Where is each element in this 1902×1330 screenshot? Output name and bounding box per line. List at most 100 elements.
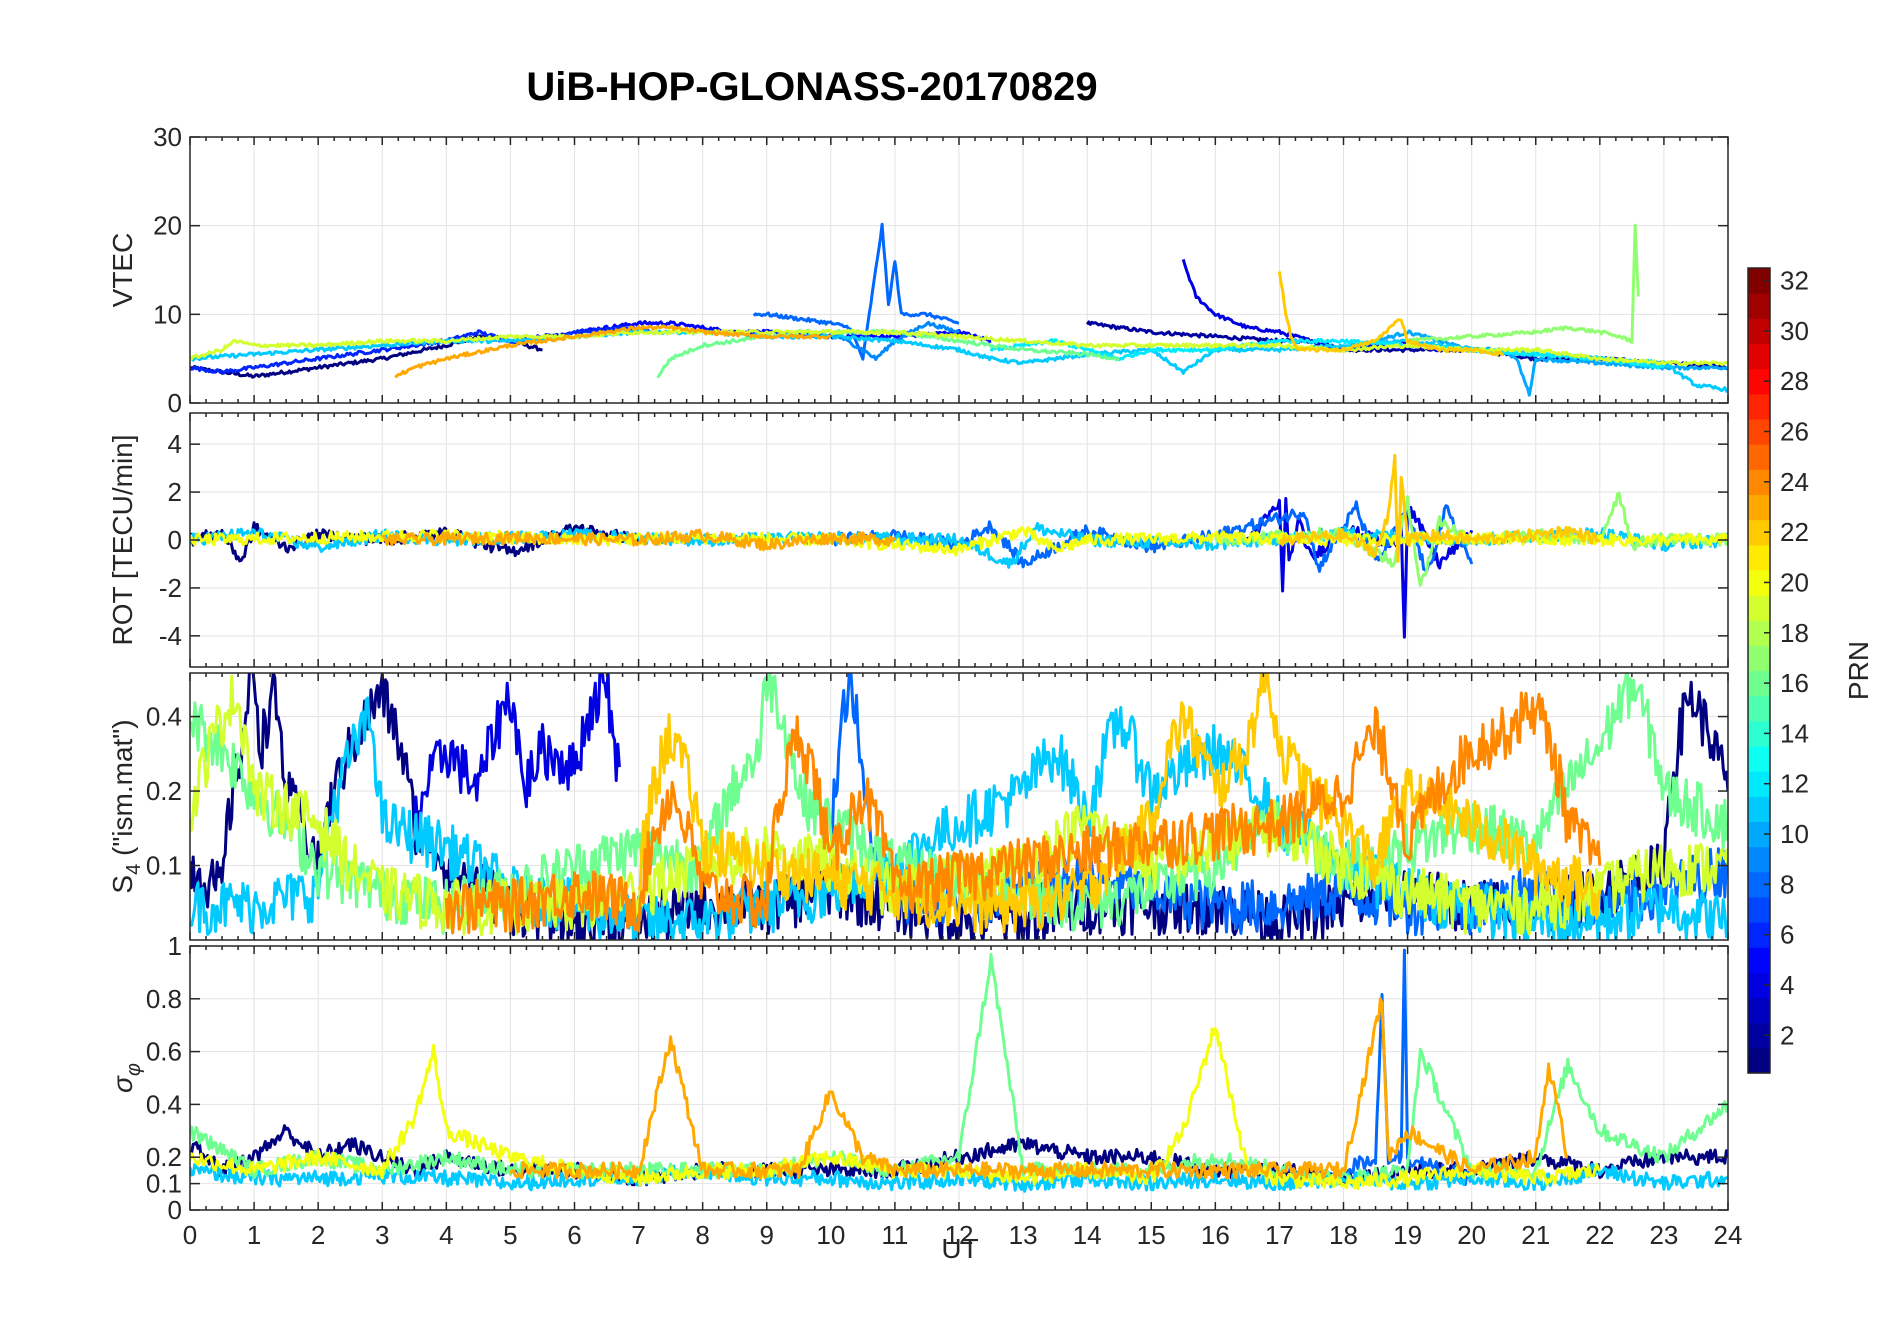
series-line-prn-22 [1277, 271, 1504, 357]
series-group [190, 222, 1728, 397]
y-tick-label: 0.1 [146, 1169, 182, 1199]
colorbar-segment [1748, 670, 1770, 697]
x-tick-label: 11 [881, 1220, 908, 1250]
y-tick-label: -4 [159, 621, 182, 651]
y-tick-label: 0.1 [146, 851, 182, 881]
x-tick-label: 3 [375, 1220, 389, 1250]
x-tick-label: 0 [183, 1220, 197, 1250]
y-tick-label: 0.8 [146, 984, 182, 1014]
y-axis-label: S4 ("ism.mat") [107, 719, 145, 893]
y-tick-label: 30 [153, 122, 182, 152]
series-line-prn-23 [509, 997, 1568, 1180]
y-tick-label: 1 [168, 931, 182, 961]
colorbar-segment [1748, 368, 1770, 395]
x-tick-label: 5 [503, 1220, 517, 1250]
colorbar-segment [1748, 393, 1770, 420]
colorbar-segment [1748, 544, 1770, 571]
series-group [190, 948, 1728, 1193]
x-tick-label: 20 [1457, 1220, 1486, 1250]
x-tick-label: 18 [1329, 1220, 1358, 1250]
x-tick-label: 10 [816, 1220, 845, 1250]
colorbar-segment [1748, 418, 1770, 445]
x-tick-label: 15 [1137, 1220, 1166, 1250]
x-tick-label: 22 [1585, 1220, 1614, 1250]
x-tick-label: 14 [1073, 1220, 1102, 1250]
colorbar-segment [1748, 293, 1770, 319]
x-tick-label: 13 [1009, 1220, 1038, 1250]
colorbar-frame [1747, 267, 1771, 1074]
x-tick-label: 21 [1521, 1220, 1550, 1250]
colorbar-tick-label: 8 [1780, 869, 1794, 899]
colorbar-segment [1748, 343, 1770, 370]
panel-2: -4 -2 0 2 4 ROT [TECU/min] [107, 412, 1729, 668]
colorbar-tick-label: 6 [1780, 920, 1794, 950]
y-tick-label: 10 [153, 299, 182, 329]
colorbar-segment [1748, 720, 1770, 747]
colorbar-tick-label: 2 [1780, 1020, 1794, 1050]
colorbar-tick-label: 10 [1780, 819, 1809, 849]
series-line-prn-17 [1406, 223, 1640, 344]
colorbar-tick-label: 22 [1780, 517, 1809, 547]
x-tick-label: 16 [1201, 1220, 1230, 1250]
x-tick-label: 24 [1714, 1220, 1743, 1250]
series-line-prn-8 [829, 500, 1474, 573]
y-tick-label: 0 [168, 1195, 182, 1225]
colorbar-segment [1748, 922, 1770, 948]
colorbar-segment [1748, 519, 1770, 546]
x-tick-label: 4 [439, 1220, 453, 1250]
colorbar-segment [1748, 796, 1770, 823]
colorbar-segment [1748, 972, 1770, 999]
x-axis-label: UT [941, 1233, 978, 1264]
y-tick-label: 0 [168, 388, 182, 418]
x-tick-label: 23 [1649, 1220, 1678, 1250]
colorbar-segment [1748, 1022, 1770, 1049]
y-tick-label: -2 [159, 573, 182, 603]
colorbar-tick-label: 18 [1780, 618, 1809, 648]
x-tick-label: 1 [247, 1220, 261, 1250]
y-axis-label: ROT [TECU/min] [107, 434, 138, 645]
x-tick-label: 17 [1265, 1220, 1294, 1250]
series-line-prn-22 [637, 673, 1602, 935]
series-line-prn-8 [752, 222, 960, 361]
colorbar-segment [1748, 947, 1770, 973]
colorbar-segment [1748, 821, 1770, 848]
y-tick-label: 20 [153, 211, 182, 241]
colorbar-segment [1748, 268, 1770, 294]
colorbar-segment [1748, 1047, 1770, 1074]
colorbar-segment [1748, 620, 1770, 646]
colorbar-label: PRN [1843, 641, 1874, 700]
y-tick-label: 0 [168, 525, 182, 555]
chart-title: UiB-HOP-GLONASS-20170829 [526, 65, 1097, 109]
colorbar-segment [1748, 896, 1770, 923]
x-tick-labels: 0 1 2 3 4 5 6 7 8 9 10 11 12 13 14 15 16 17 18 19 20 21 22 23 24 [183, 1220, 1743, 1250]
x-tick-label: 12 [945, 1220, 974, 1250]
colorbar-segment [1748, 645, 1770, 672]
panel-4: 00.10.2 0.4 0.6 0.8 1 σφ [107, 931, 1729, 1225]
colorbar-segment [1748, 997, 1770, 1024]
colorbar-segment [1748, 745, 1770, 772]
panel-1: 0 10 20 30 VTEC [107, 122, 1729, 418]
y-axis-label: σφ [107, 1063, 145, 1093]
colorbar-tick-label: 30 [1780, 316, 1809, 346]
colorbar-segment [1748, 771, 1770, 797]
x-tick-label: 7 [631, 1220, 645, 1250]
y-tick-label: 0.4 [146, 1089, 182, 1119]
y-tick-label: 2 [168, 477, 182, 507]
colorbar-segment [1748, 569, 1770, 596]
x-tick-label: 19 [1393, 1220, 1422, 1250]
colorbar-segment [1748, 444, 1770, 470]
y-tick-label: 0.2 [146, 776, 182, 806]
colorbar-tick-label: 12 [1780, 769, 1809, 799]
colorbar-tick-label: 26 [1780, 417, 1809, 447]
colorbar-segment [1748, 318, 1770, 345]
colorbar-segment [1748, 494, 1770, 521]
y-tick-label: 4 [168, 429, 182, 459]
y-tick-label: 0.2 [146, 1142, 182, 1172]
y-tick-label: 0.6 [146, 1037, 182, 1067]
colorbar-segment [1748, 695, 1770, 722]
colorbar-segment [1748, 871, 1770, 898]
colorbar-tick-label: 28 [1780, 366, 1809, 396]
colorbar-tick-label: 4 [1780, 970, 1794, 1000]
